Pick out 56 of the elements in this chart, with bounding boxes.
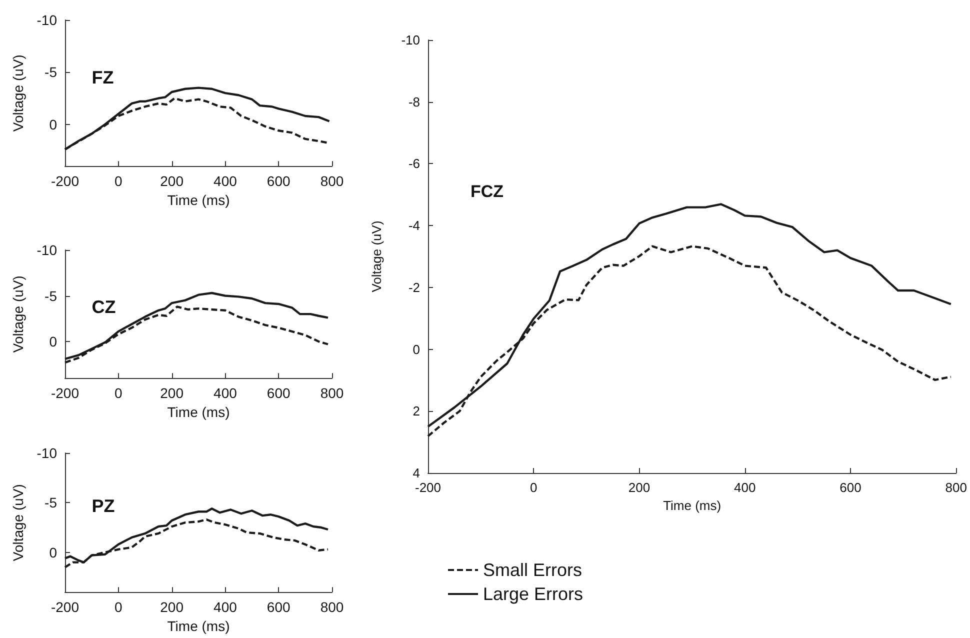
x-axis-title: Time (ms) xyxy=(167,192,230,208)
x-tick-label: 200 xyxy=(160,173,184,190)
x-tick-label: 600 xyxy=(266,173,290,190)
x-tick-label: 800 xyxy=(320,173,344,190)
y-tick-label: -4 xyxy=(408,218,420,234)
x-axis-title: Time (ms) xyxy=(167,618,230,634)
legend-label: Small Errors xyxy=(483,560,582,580)
x-tick-label: 800 xyxy=(320,599,344,616)
x-tick-label: 0 xyxy=(530,480,538,495)
y-tick-label: 0 xyxy=(49,116,58,132)
y-axis-title: Voltage (uV) xyxy=(10,276,26,353)
y-tick-label: 4 xyxy=(412,466,420,480)
x-tick-label: 0 xyxy=(114,385,122,402)
y-tick-label: -8 xyxy=(408,94,420,110)
y-tick-label: -5 xyxy=(44,494,58,511)
x-tick-label: 400 xyxy=(214,173,238,190)
y-tick-label: 0 xyxy=(49,334,58,350)
x-tick-label: -200 xyxy=(414,480,442,495)
y-tick-label: -5 xyxy=(44,64,58,80)
x-tick-label: 600 xyxy=(266,599,290,616)
annotation: PZ xyxy=(92,496,115,516)
x-tick-label: 600 xyxy=(840,480,862,495)
x-tick-label: -200 xyxy=(50,599,80,616)
y-tick-label: -10 xyxy=(401,32,420,48)
x-tick-label: 0 xyxy=(114,599,122,616)
y-axis-title: Voltage (uV) xyxy=(10,484,26,562)
y-tick-label: -2 xyxy=(408,280,420,295)
x-tick-label: 600 xyxy=(266,385,290,402)
y-axis-title: Voltage (uV) xyxy=(369,220,384,292)
x-tick-label: -200 xyxy=(50,385,80,402)
y-tick-label: -10 xyxy=(36,445,58,461)
annotation: FCZ xyxy=(470,182,504,201)
y-tick-label: 0 xyxy=(412,342,420,357)
y-tick-label: -5 xyxy=(44,288,58,304)
x-tick-label: 200 xyxy=(160,599,184,616)
x-tick-label: 400 xyxy=(214,599,238,616)
x-tick-label: 200 xyxy=(160,385,184,402)
legend-label: Large Errors xyxy=(483,584,584,604)
x-tick-label: 800 xyxy=(945,480,968,495)
annotation: CZ xyxy=(92,297,116,317)
x-tick-label: 400 xyxy=(214,385,238,402)
x-tick-label: 800 xyxy=(320,385,344,402)
x-tick-label: 400 xyxy=(734,480,756,495)
y-axis-title: Voltage (uV) xyxy=(10,54,26,132)
x-axis-title: Time (ms) xyxy=(167,404,230,420)
y-tick-label: 0 xyxy=(49,544,58,560)
y-tick-label: -6 xyxy=(408,156,420,172)
y-tick-label: -10 xyxy=(36,242,58,258)
x-axis-title: Time (ms) xyxy=(663,498,722,513)
x-tick-label: 200 xyxy=(628,480,650,495)
y-tick-label: -10 xyxy=(36,12,58,28)
annotation: FZ xyxy=(92,68,114,88)
x-tick-label: 0 xyxy=(114,173,122,190)
y-tick-label: 2 xyxy=(412,404,420,419)
line-series xyxy=(64,292,330,360)
x-tick-label: -200 xyxy=(50,173,80,190)
